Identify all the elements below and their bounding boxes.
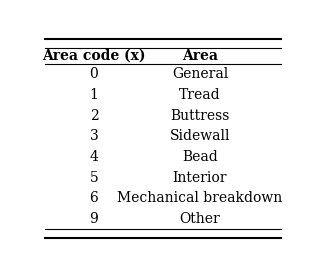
Text: 1: 1 — [90, 88, 98, 102]
Text: 2: 2 — [90, 109, 98, 123]
Text: 9: 9 — [90, 212, 98, 226]
Text: Tread: Tread — [179, 88, 221, 102]
Text: 0: 0 — [90, 67, 98, 81]
Text: Other: Other — [180, 212, 220, 226]
Text: 3: 3 — [90, 129, 98, 143]
Text: 4: 4 — [90, 150, 98, 164]
Text: 6: 6 — [90, 191, 98, 205]
Text: Interior: Interior — [173, 170, 227, 185]
Text: Area: Area — [182, 49, 218, 63]
Text: General: General — [172, 67, 228, 81]
Text: 5: 5 — [90, 170, 98, 185]
Text: Mechanical breakdown: Mechanical breakdown — [117, 191, 283, 205]
Text: Buttress: Buttress — [170, 109, 230, 123]
Text: Bead: Bead — [182, 150, 218, 164]
Text: Area code (x): Area code (x) — [42, 49, 146, 63]
Text: Sidewall: Sidewall — [170, 129, 230, 143]
